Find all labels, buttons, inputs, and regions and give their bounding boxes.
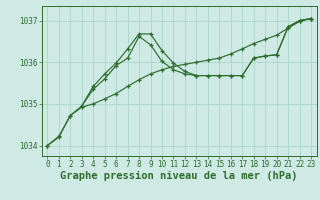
X-axis label: Graphe pression niveau de la mer (hPa): Graphe pression niveau de la mer (hPa) [60, 171, 298, 181]
